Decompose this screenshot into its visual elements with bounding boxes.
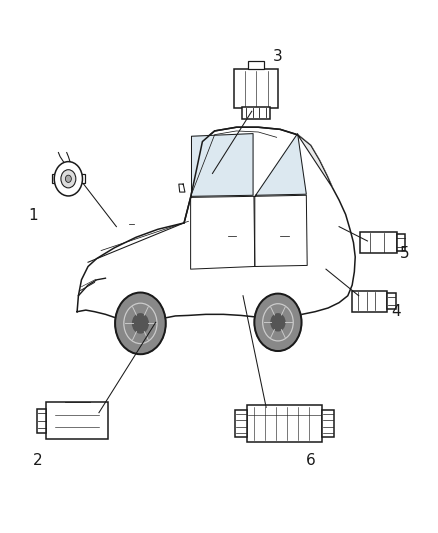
- FancyBboxPatch shape: [360, 232, 397, 253]
- Circle shape: [61, 169, 76, 188]
- Circle shape: [54, 161, 82, 196]
- FancyBboxPatch shape: [352, 290, 387, 312]
- FancyBboxPatch shape: [322, 410, 334, 437]
- Circle shape: [254, 294, 301, 351]
- Circle shape: [115, 293, 166, 354]
- Text: 1: 1: [28, 208, 38, 223]
- Text: 3: 3: [273, 49, 283, 64]
- FancyBboxPatch shape: [37, 409, 46, 433]
- Circle shape: [133, 314, 148, 333]
- Text: 4: 4: [391, 304, 401, 319]
- Polygon shape: [297, 135, 332, 188]
- Polygon shape: [77, 127, 355, 325]
- FancyBboxPatch shape: [247, 405, 322, 442]
- FancyBboxPatch shape: [46, 402, 108, 439]
- Text: 6: 6: [306, 453, 315, 468]
- Circle shape: [65, 175, 71, 182]
- FancyBboxPatch shape: [234, 69, 278, 108]
- Polygon shape: [256, 134, 306, 195]
- Polygon shape: [179, 184, 185, 192]
- Circle shape: [271, 314, 285, 331]
- Text: 5: 5: [400, 246, 410, 261]
- FancyBboxPatch shape: [248, 61, 264, 69]
- FancyBboxPatch shape: [52, 174, 85, 183]
- FancyBboxPatch shape: [235, 410, 247, 437]
- FancyBboxPatch shape: [397, 235, 405, 251]
- Text: 2: 2: [33, 453, 42, 468]
- FancyBboxPatch shape: [243, 107, 270, 118]
- FancyBboxPatch shape: [387, 293, 396, 309]
- Polygon shape: [191, 134, 253, 196]
